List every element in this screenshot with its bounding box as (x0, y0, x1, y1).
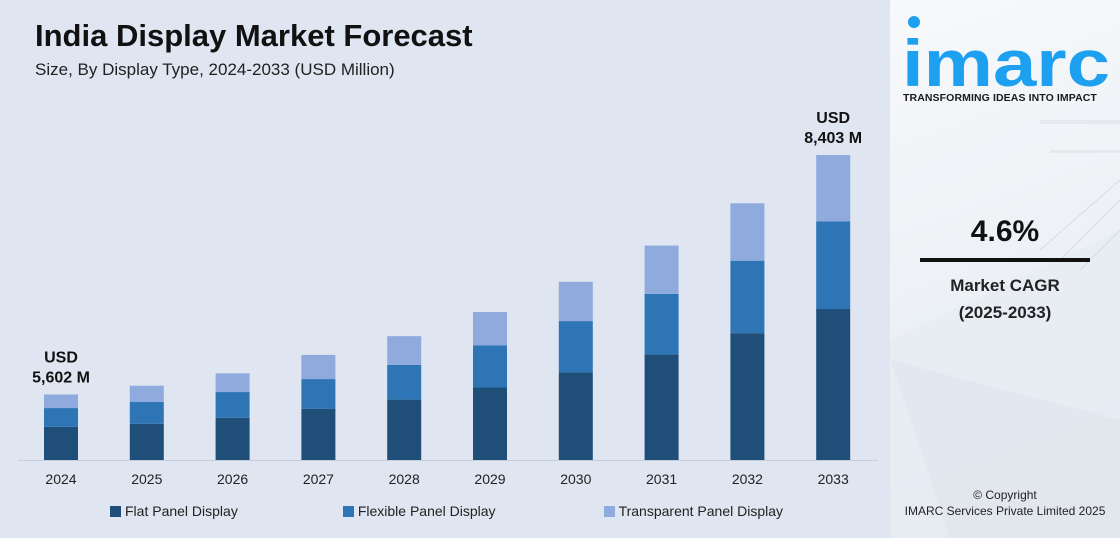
copyright-line2: IMARC Services Private Limited 2025 (904, 504, 1106, 518)
chart-legend: Flat Panel Display Flexible Panel Displa… (110, 503, 783, 519)
x-tick-label-2025: 2025 (131, 471, 162, 487)
x-tick-label-2030: 2030 (560, 471, 591, 487)
bar-segment-2030-series-1 (558, 321, 593, 373)
sidebar-panel (890, 0, 1120, 538)
bar-segment-2025-series-2 (129, 385, 164, 403)
cagr-value: 4.6% (970, 215, 1040, 248)
bar-segment-2025-series-1 (129, 402, 164, 424)
imarc-logo: imarc (902, 16, 1110, 94)
bar-segment-2028-series-2 (387, 336, 422, 365)
bar-segment-2027-series-2 (301, 354, 336, 380)
x-tick-label-2033: 2033 (818, 471, 849, 487)
logo-wordmark: imarc (902, 26, 1110, 94)
legend-label-flexible: Flexible Panel Display (357, 503, 496, 519)
x-tick-label-2032: 2032 (732, 471, 763, 487)
legend-label-transparent: Transparent Panel Display (618, 503, 784, 519)
cagr-label: Market CAGR (2025-2033) (920, 272, 1090, 326)
x-tick-label-2024: 2024 (45, 471, 76, 487)
bar-segment-2029-series-0 (473, 387, 507, 460)
background-decoration (890, 120, 1120, 538)
bar-segment-2033-series-2 (816, 155, 851, 222)
legend-item-flexible: Flexible Panel Display (342, 503, 496, 519)
bar-segment-2026-series-1 (215, 392, 250, 418)
total-label-2033-line1: USD (816, 110, 850, 127)
legend-swatch-flexible (342, 505, 354, 517)
bar-segment-2032-series-1 (730, 260, 765, 334)
bar-segment-2029-series-2 (473, 312, 507, 346)
legend-item-flat: Flat Panel Display (110, 503, 238, 519)
legend-swatch-flat (110, 505, 121, 517)
logo-tagline: TRANSFORMING IDEAS INTO IMPACT (903, 92, 1097, 104)
bar-segment-2031-series-2 (644, 245, 679, 294)
bar-segment-2026-series-2 (215, 373, 250, 393)
legend-item-transparent: Transparent Panel Display (603, 503, 784, 519)
x-tick-label-2028: 2028 (389, 471, 420, 487)
total-label-2033-line2: 8,403 M (804, 130, 862, 147)
cagr-label-line2: (2025-2033) (958, 303, 1052, 322)
bar-segment-2024-series-2 (44, 394, 78, 409)
chart-title: India Display Market Forecast (35, 18, 473, 53)
total-label-2024-line2: 5,602 M (32, 369, 90, 386)
bar-segment-2029-series-1 (473, 345, 507, 388)
x-tick-label-2026: 2026 (217, 471, 248, 487)
bar-segment-2031-series-1 (644, 293, 679, 355)
bar-segment-2028-series-0 (387, 399, 422, 460)
bar-segment-2027-series-0 (301, 408, 336, 460)
bar-segment-2024-series-0 (44, 426, 78, 460)
stacked-bar-chart: 2024 2025 2026 2027 2028 2029 2030 2031 2032 2033… (18, 110, 878, 487)
chart-subtitle: Size, By Display Type, 2024-2033 (USD Mi… (35, 60, 395, 79)
x-tick-label-2029: 2029 (474, 471, 505, 487)
x-tick-label-2027: 2027 (303, 471, 334, 487)
copyright-line1: © Copyright (973, 488, 1037, 502)
bar-segment-2030-series-0 (558, 372, 593, 460)
cagr-divider (920, 258, 1090, 262)
bar-segment-2032-series-0 (730, 333, 765, 460)
cagr-label-line1: Market CAGR (950, 276, 1060, 295)
bar-segment-2024-series-1 (44, 408, 78, 427)
bar-segment-2033-series-0 (816, 309, 851, 460)
legend-label-flat: Flat Panel Display (125, 503, 238, 519)
x-tick-label-2031: 2031 (646, 471, 677, 487)
legend-swatch-transparent (603, 505, 615, 517)
bar-segment-2033-series-1 (816, 221, 851, 310)
bar-segment-2028-series-1 (387, 364, 422, 400)
bar-segment-2030-series-2 (558, 281, 593, 322)
copyright: © Copyright IMARC Services Private Limit… (890, 487, 1120, 519)
bar-segment-2031-series-0 (644, 354, 679, 460)
bar-segment-2027-series-1 (301, 379, 336, 409)
bar-segment-2026-series-0 (215, 417, 250, 460)
bar-segment-2032-series-2 (730, 203, 765, 261)
total-label-2024-line1: USD (44, 349, 78, 366)
bar-segment-2025-series-0 (129, 423, 164, 460)
